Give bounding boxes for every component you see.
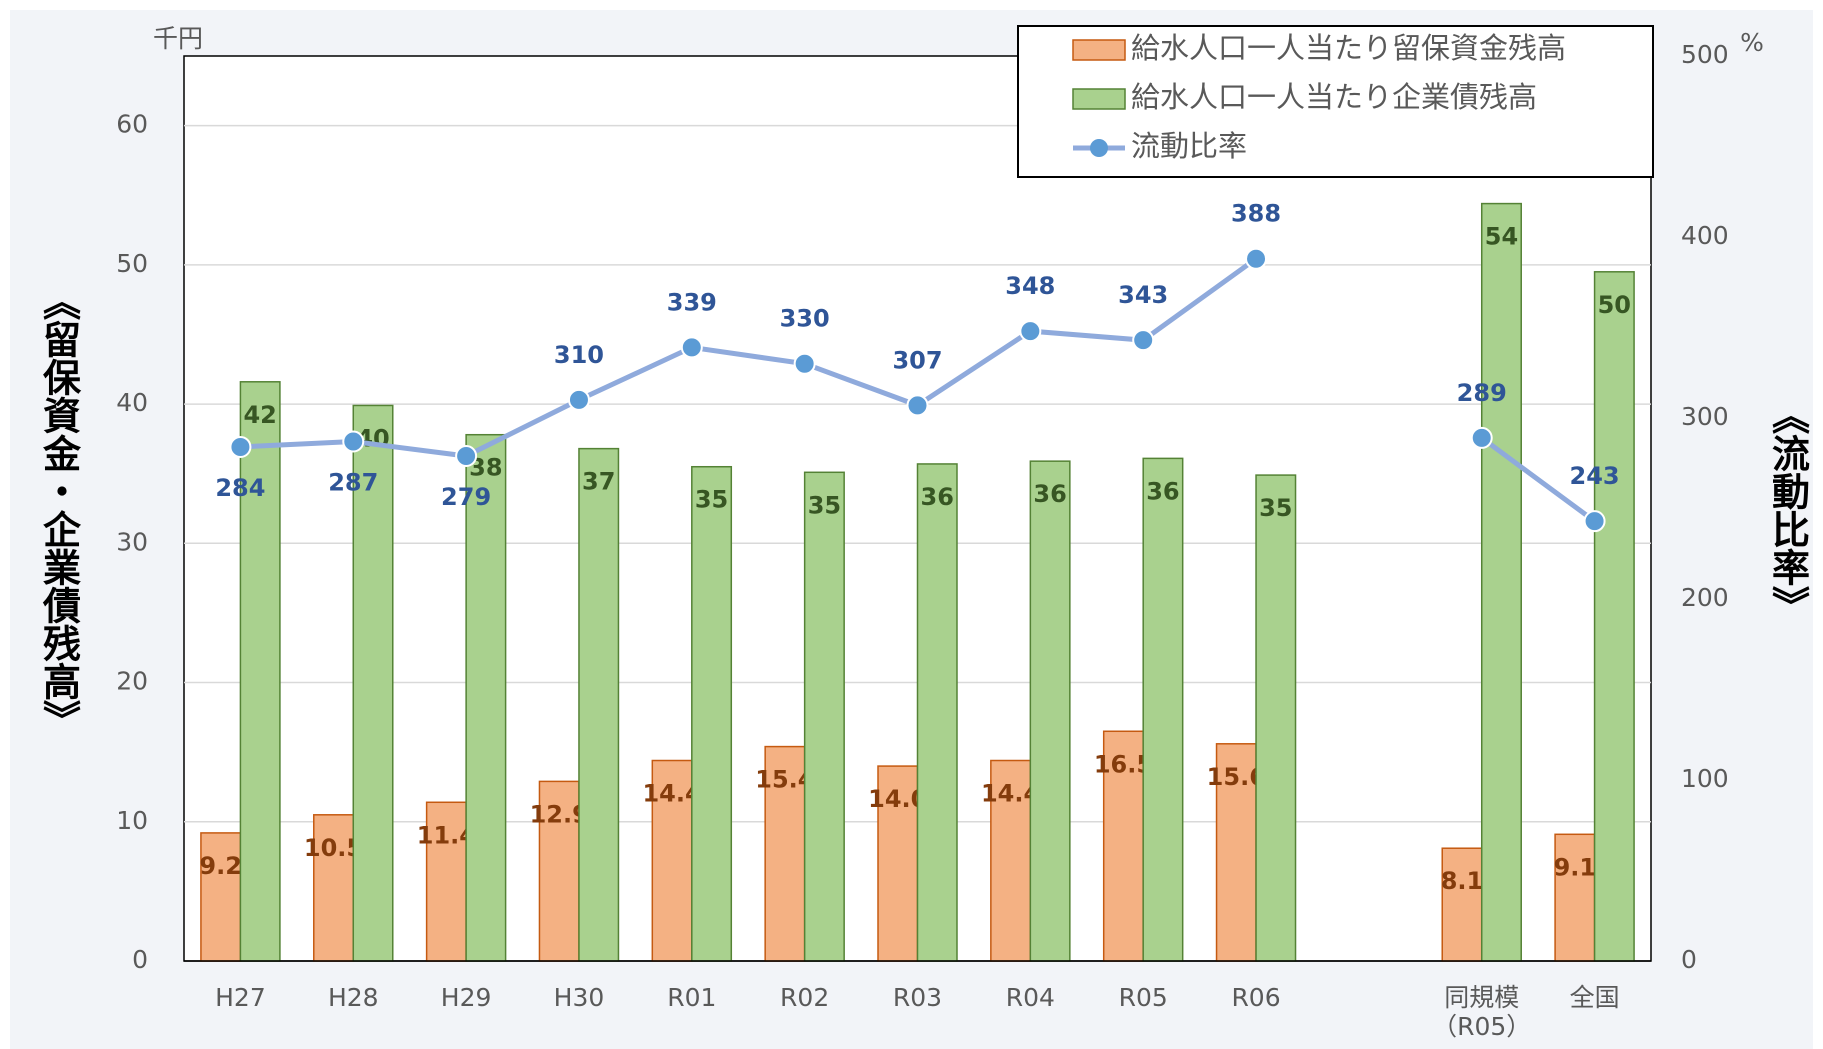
bar: [691, 465, 733, 962]
bar: [352, 404, 394, 962]
bar: [651, 759, 693, 962]
y-tick-label: 40: [116, 388, 148, 417]
y2-tick-label: 300: [1681, 402, 1729, 431]
bar: [239, 381, 281, 962]
legend-label: 給水人口一人当たり留保資金残高: [1131, 31, 1566, 65]
x-tick-label: R04: [1006, 983, 1055, 1012]
value-label: 243: [1570, 462, 1620, 490]
value-label: 35: [695, 486, 728, 514]
marker: [906, 394, 929, 417]
y-tick-label: 60: [116, 110, 148, 139]
y2-tick-label: 0: [1681, 945, 1697, 974]
marker: [455, 445, 478, 468]
value-label: 289: [1457, 379, 1507, 407]
value-label: 36: [1146, 477, 1179, 505]
marker: [1019, 320, 1042, 343]
legend-swatch: [1072, 39, 1126, 61]
bar: [1029, 460, 1071, 962]
y2-axis-title: 《流動比率》: [1766, 396, 1810, 624]
bar: [425, 801, 467, 962]
value-label: 279: [441, 483, 491, 511]
value-label: 35: [808, 491, 841, 519]
bar: [877, 765, 919, 962]
bar: [1593, 271, 1635, 962]
legend-marker: [1090, 139, 1108, 157]
bar: [916, 463, 958, 962]
value-label: 36: [1033, 480, 1066, 508]
bar: [1215, 743, 1257, 962]
marker: [342, 430, 365, 453]
value-label: 9.1: [1554, 853, 1597, 881]
bar: [1142, 457, 1184, 962]
y-tick-label: 20: [116, 667, 148, 696]
x-tick-label: 同規模（R05）: [1432, 983, 1531, 1041]
value-label: 287: [328, 469, 378, 497]
y2-tick-label: 400: [1681, 221, 1729, 250]
x-tick-label: R01: [667, 983, 716, 1012]
marker: [1583, 510, 1606, 533]
value-label: 35: [1259, 494, 1292, 522]
bar: [990, 759, 1032, 962]
value-label: 284: [215, 474, 265, 502]
y-tick-label: 0: [132, 945, 148, 974]
value-label: 9.2: [199, 852, 242, 880]
x-tick-label: R03: [893, 983, 942, 1012]
y2-unit: %: [1740, 28, 1764, 57]
bar: [465, 433, 507, 962]
marker: [1245, 247, 1268, 270]
x-tick-label: R02: [780, 983, 829, 1012]
x-tick-label: R06: [1231, 983, 1280, 1012]
value-label: 50: [1598, 291, 1631, 319]
y-tick-label: 50: [116, 249, 148, 278]
y-axis-title: 《留保資金・企業債残高》: [37, 282, 82, 738]
marker: [680, 336, 703, 359]
x-tick-label: H30: [554, 983, 605, 1012]
y-unit: 千円: [153, 24, 203, 53]
y-tick-label: 10: [116, 806, 148, 835]
bar: [1441, 847, 1483, 962]
value-label: 307: [892, 346, 942, 374]
marker: [1470, 426, 1493, 449]
value-label: 42: [243, 401, 276, 429]
marker: [1132, 329, 1155, 352]
value-label: 348: [1005, 272, 1055, 300]
bar: [1554, 833, 1596, 962]
bar: [578, 447, 620, 962]
value-label: 343: [1118, 281, 1168, 309]
x-tick-label: H27: [215, 983, 266, 1012]
x-tick-label: H28: [328, 983, 379, 1012]
y2-tick-label: 500: [1681, 40, 1729, 69]
bar: [803, 471, 845, 962]
y2-tick-label: 100: [1681, 764, 1729, 793]
value-label: 388: [1231, 200, 1281, 228]
marker: [793, 352, 816, 375]
bar: [1480, 202, 1522, 962]
value-label: 37: [582, 468, 615, 496]
y-tick-label: 30: [116, 527, 148, 556]
y2-tick-label: 200: [1681, 583, 1729, 612]
value-label: 8.1: [1441, 867, 1484, 895]
value-label: 54: [1485, 223, 1518, 251]
x-tick-label: R05: [1119, 983, 1168, 1012]
value-label: 339: [667, 288, 717, 316]
value-label: 310: [554, 341, 604, 369]
bar: [1255, 474, 1297, 962]
marker: [567, 388, 590, 411]
line: [240, 256, 1597, 524]
marker: [229, 435, 252, 458]
legend-swatch: [1072, 88, 1126, 110]
legend-label: 流動比率: [1131, 129, 1247, 163]
value-label: 36: [921, 483, 954, 511]
legend-label: 給水人口一人当たり企業債残高: [1131, 80, 1537, 114]
x-tick-label: 全国: [1570, 983, 1620, 1012]
value-label: 330: [780, 305, 830, 333]
x-tick-label: H29: [441, 983, 492, 1012]
